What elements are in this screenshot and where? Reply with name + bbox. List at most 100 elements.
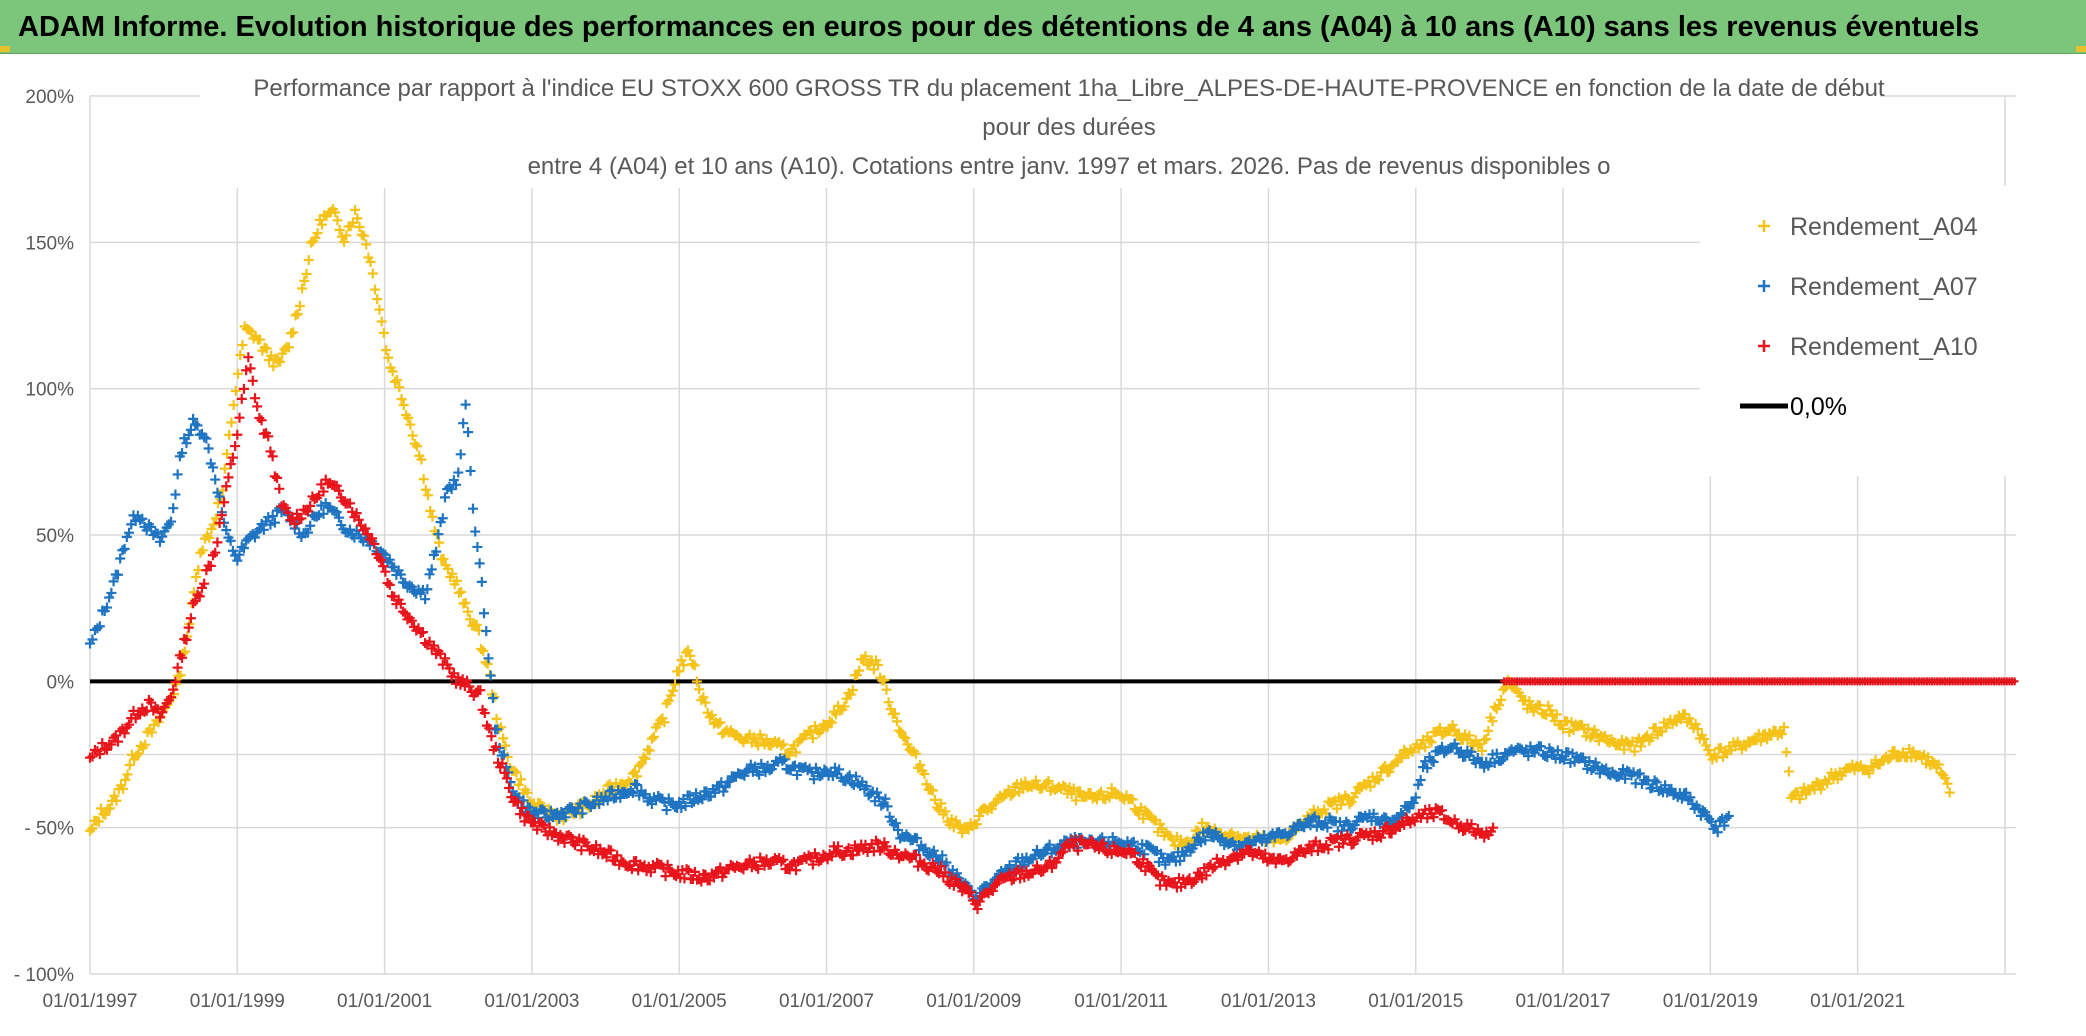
- rendement-a07-point: [880, 793, 891, 804]
- rendement-a10-point: [97, 738, 108, 749]
- rendement-a07-point: [777, 755, 788, 766]
- rendement-a04-point: [352, 213, 363, 224]
- rendement-a04-point: [659, 717, 670, 728]
- rendement-a10-point: [227, 452, 238, 463]
- rendement-a10-point: [274, 483, 285, 494]
- rendement-a07-point: [181, 438, 192, 449]
- rendement-a04-point: [1155, 819, 1166, 830]
- rendement-a04-point: [341, 230, 352, 241]
- rendement-a10-point: [1150, 869, 1161, 880]
- rendement-a10-point: [532, 824, 543, 835]
- rendement-a04-point: [403, 412, 414, 423]
- rendement-a04-point: [1889, 746, 1900, 757]
- rendement-a04-point: [921, 779, 932, 790]
- rendement-a04-point: [873, 659, 884, 670]
- rendement-a07-point: [331, 507, 342, 518]
- rendement-a04-point: [1545, 705, 1556, 716]
- rendement-a10-point: [843, 843, 854, 854]
- rendement-a04-point: [638, 752, 649, 763]
- rendement-a07-point: [177, 447, 188, 458]
- rendement-a04-point: [109, 790, 120, 801]
- rendement-a04-point: [423, 490, 434, 501]
- rendement-a04-point: [1897, 747, 1908, 758]
- x-tick-label: 01/01/2001: [337, 991, 432, 1012]
- rendement-a10-point: [1428, 812, 1439, 823]
- rendement-a10-point: [101, 744, 112, 755]
- rendement-a10-point: [517, 803, 528, 814]
- x-tick-label: 01/01/2005: [632, 991, 727, 1012]
- rendement-a10-point: [367, 533, 378, 544]
- rendement-a04-point: [700, 697, 711, 708]
- rendement-a04-point: [1619, 744, 1630, 755]
- rendement-a10-point: [881, 841, 892, 852]
- rendement-a04-point: [498, 733, 509, 744]
- rendement-a04-point: [634, 760, 645, 771]
- rendement-a04-point: [191, 572, 202, 583]
- rendement-a04-point: [237, 339, 248, 350]
- rendement-a04-point: [839, 701, 850, 712]
- rendement-a04-point: [297, 283, 308, 294]
- rendement-a10-point: [753, 863, 764, 874]
- rendement-a10-point: [172, 662, 183, 673]
- rendement-a10-point: [219, 497, 230, 508]
- rendement-a04-point: [1075, 786, 1086, 797]
- rendement-a10-point: [953, 878, 964, 889]
- rendement-a10-point: [927, 858, 938, 869]
- rendement-a10-point: [1488, 822, 1499, 833]
- rendement-a04-point: [1070, 795, 1081, 806]
- rendement-a10-point: [696, 876, 707, 887]
- rendement-a04-point: [889, 708, 900, 719]
- rendement-a10-point: [987, 885, 998, 896]
- rendement-a07-point: [448, 475, 459, 486]
- rendement-a07-point: [470, 526, 481, 537]
- legend-rendement-a04-label: Rendement_A04: [1790, 213, 1978, 241]
- rendement-a10-point: [1386, 828, 1397, 839]
- rendement-a04-point: [929, 794, 940, 805]
- rendement-a07-point: [1408, 797, 1419, 808]
- rendement-a10-point: [303, 506, 314, 517]
- rendement-a04-point: [898, 731, 909, 742]
- rendement-a07-point: [258, 524, 269, 535]
- rendement-a10-zero-point: [2010, 677, 2019, 686]
- rendement-a07-point: [884, 811, 895, 822]
- rendement-a04-point: [230, 385, 241, 396]
- rendement-a07-point: [1374, 819, 1385, 830]
- y-tick-label: - 100%: [14, 965, 74, 986]
- rendement-a04-point: [900, 732, 911, 743]
- rendement-a07-point: [573, 802, 584, 813]
- rendement-a04-point: [118, 783, 129, 794]
- rendement-a10-point: [959, 880, 970, 891]
- rendement-a07-point: [221, 525, 232, 536]
- rendement-a07-point: [234, 549, 245, 560]
- rendement-a04-point: [640, 753, 651, 764]
- rendement-a10-point: [538, 819, 549, 830]
- rendement-a07-point: [1410, 792, 1421, 803]
- x-tick-label: 01/01/2015: [1368, 991, 1463, 1012]
- rendement-a07-point: [210, 474, 221, 485]
- rendement-a04-point: [879, 675, 890, 686]
- rendement-a04-point: [1927, 756, 1938, 767]
- rendement-a07-point: [720, 782, 731, 793]
- rendement-a04-point: [1493, 700, 1504, 711]
- rendement-a10-point: [708, 872, 719, 883]
- rendement-a07-point: [1128, 836, 1139, 847]
- rendement-a07-point: [861, 781, 872, 792]
- rendement-a10-point: [236, 393, 247, 404]
- chart-area: 200% 150% 100% 50% 0% - 50% - 100% 01/01/1997 01…: [0, 56, 2086, 1031]
- rendement-a10-point: [559, 837, 570, 848]
- rendement-a04-point: [1701, 740, 1712, 751]
- rendement-a07-point: [168, 503, 179, 514]
- rendement-a10-point: [119, 728, 130, 739]
- rendement-a07-point: [479, 608, 490, 619]
- rendement-a07-point: [888, 819, 899, 830]
- rendement-a04-point: [1327, 796, 1338, 807]
- rendement-a07-point: [1697, 805, 1708, 816]
- rendement-a07-point: [249, 532, 260, 543]
- chart-title-line: Performance par rapport à l'indice EU ST…: [253, 75, 1885, 102]
- rendement-a04-point: [1703, 745, 1714, 756]
- rendement-a07-point: [554, 813, 565, 824]
- rendement-a07-point: [709, 787, 720, 798]
- y-tick-label: 200%: [25, 87, 74, 108]
- rendement-a04-point: [500, 740, 511, 751]
- rendement-a10-point: [177, 652, 188, 663]
